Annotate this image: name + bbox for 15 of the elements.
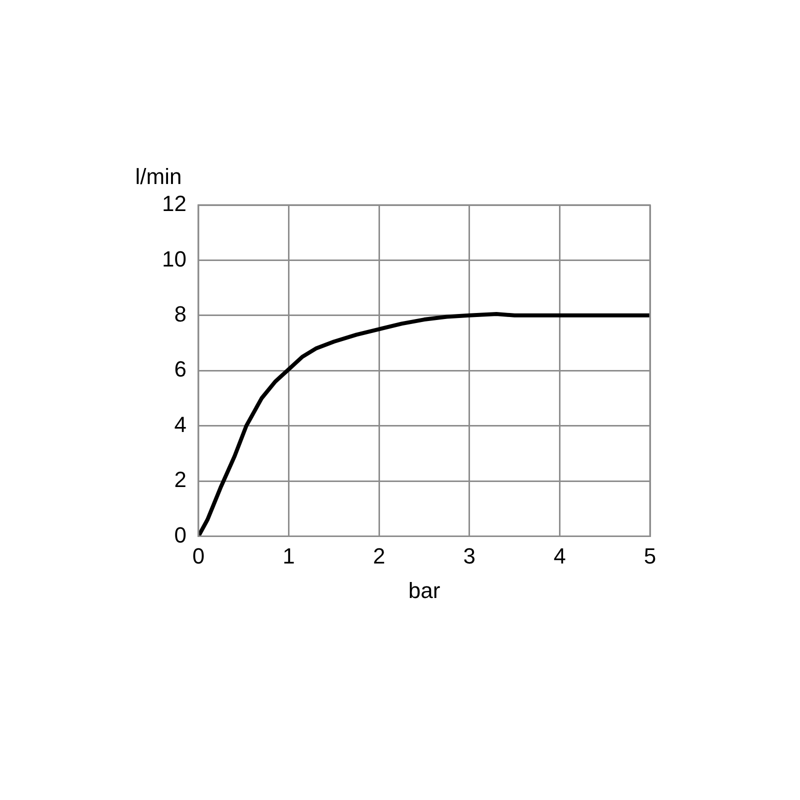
y-tick-label: 2: [174, 467, 186, 492]
x-tick-label: 2: [372, 543, 386, 568]
x-tick-label: 3: [463, 543, 476, 568]
y-tick-label: 6: [174, 356, 186, 382]
x-tick-label: 0: [192, 543, 205, 568]
x-tick-label: 1: [282, 543, 295, 568]
y-tick-label: 4: [174, 412, 186, 437]
x-tick-label: 4: [554, 543, 566, 568]
x-axis-title: bar: [408, 578, 440, 603]
y-tick-label: 12: [162, 191, 186, 216]
y-axis-title: l/min: [135, 164, 182, 190]
y-tick-label: 8: [174, 301, 186, 326]
y-tick-label: 10: [162, 246, 186, 272]
y-tick-label: 0: [174, 522, 186, 548]
x-tick-label: 5: [644, 543, 656, 568]
